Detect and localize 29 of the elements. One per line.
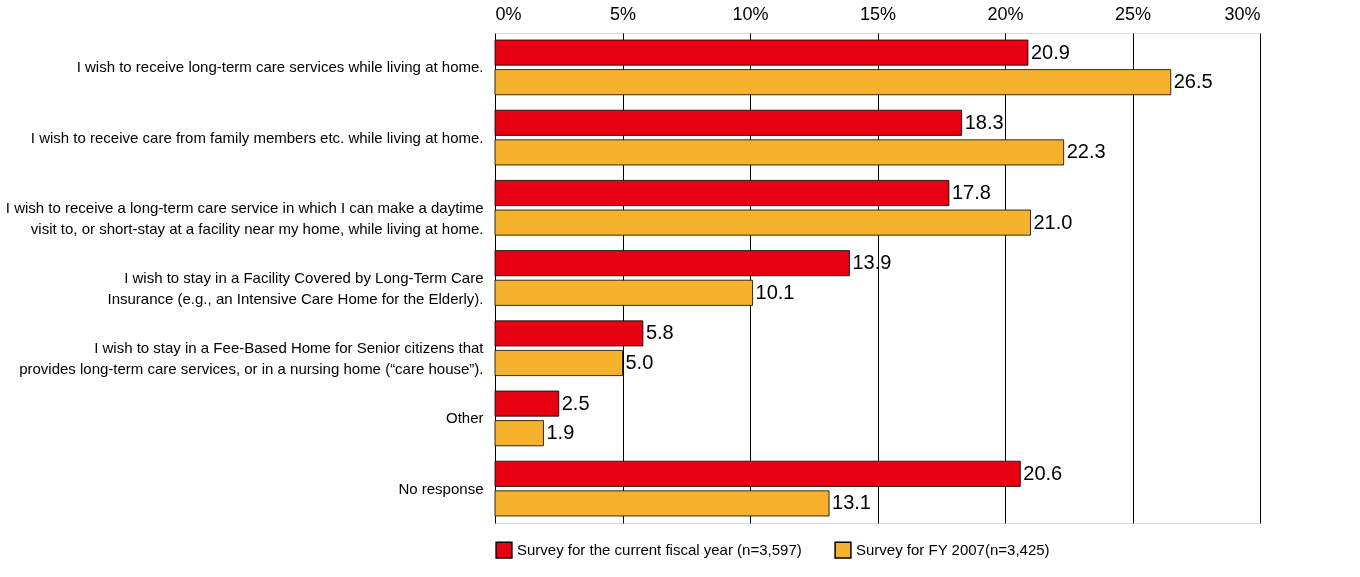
data-label: 5.0: [625, 351, 654, 373]
x-tick-label: 10%: [732, 3, 769, 24]
y-tick-label: I wish to stay in a Fee-Based Home for Senior citizens that provides long-term care services, or in a nursing home (“care house”).: [19, 339, 485, 378]
data-label: 26.5: [1173, 70, 1213, 93]
data-label: 18.3: [964, 110, 1004, 133]
data-label: 1.9: [546, 421, 575, 444]
x-tick-label: 5%: [609, 3, 637, 24]
x-tick-label: 25%: [1114, 3, 1152, 24]
data-label: 13.1: [832, 491, 871, 514]
x-tick-label: 15%: [859, 3, 897, 24]
y-tick-label: Other: [445, 409, 484, 427]
data-label: 21.0: [1033, 210, 1073, 233]
y-tick-label: I wish to receive long-term care services while living at home.: [76, 58, 484, 76]
data-label: 22.3: [1066, 140, 1106, 163]
y-tick-label: I wish to receive care from family members etc. while living at home.: [30, 128, 484, 146]
legend-label: Survey for the current fiscal year (n=3,597): [517, 541, 802, 559]
y-tick-label: No response: [398, 479, 484, 497]
y-tick-label: I wish to receive a long-term care service in which I can make a daytime visit to, or short-stay at a facility near my home, while living at home.: [5, 198, 484, 237]
x-tick-label: 30%: [1224, 3, 1261, 24]
legend-label: Survey for FY 2007(n=3,425): [856, 541, 1050, 559]
data-label: 2.5: [561, 391, 590, 414]
data-label: 17.8: [951, 181, 991, 203]
data-label: 20.9: [1030, 40, 1070, 63]
y-tick-label: I wish to stay in a Facility Covered by Long-Term Care Insurance (e.g., an Intensive Care Home for the Elderly).: [107, 269, 484, 307]
data-label: 20.6: [1023, 461, 1063, 484]
x-tick-label: 20%: [987, 3, 1024, 24]
data-label: 10.1: [755, 280, 795, 303]
x-tick-label: 0%: [495, 3, 522, 24]
data-label: 5.8: [645, 321, 674, 344]
